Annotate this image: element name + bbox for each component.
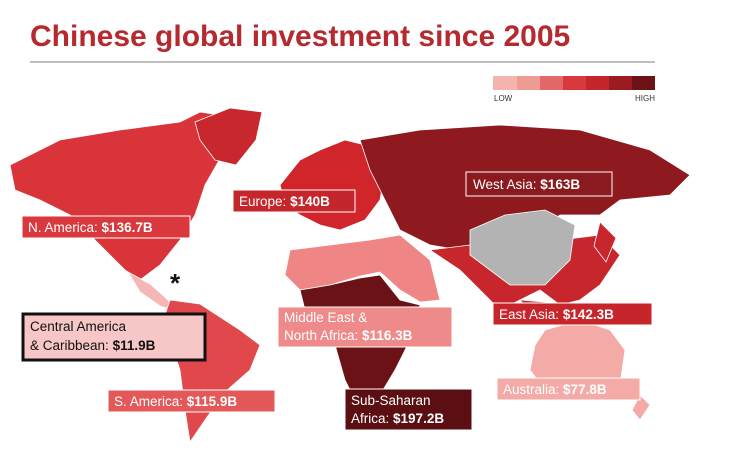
region-label: Central America & Caribbean: $11.9B <box>21 312 207 362</box>
region-label: Sub-Saharan Africa: $197.2B <box>344 388 473 431</box>
region-value: $11.9B <box>113 338 156 353</box>
label-box <box>344 388 473 431</box>
label-box <box>277 306 453 348</box>
japan <box>593 221 617 263</box>
label-box <box>21 312 207 362</box>
region-value: $115.9B <box>187 394 238 409</box>
north-america <box>9 111 241 281</box>
region-name: Australia: <box>503 382 559 397</box>
label-text: Europe: $140B <box>239 194 330 209</box>
region-label: East Asia: $142.3B <box>492 302 653 326</box>
label-text: Africa: $197.2B <box>351 411 444 426</box>
region-name: Middle East & <box>284 310 367 325</box>
new-zealand <box>631 394 651 421</box>
label-text: S. America: $115.9B <box>114 394 237 409</box>
region-label: Europe: $140B <box>232 189 356 213</box>
label-box <box>465 171 613 197</box>
label-text: East Asia: $142.3B <box>499 307 614 322</box>
legend-swatch <box>493 76 517 90</box>
region-value: $142.3B <box>563 307 614 322</box>
legend: LOW HIGH <box>493 76 655 103</box>
region-value: $163B <box>540 177 580 192</box>
region-label: N. America: $136.7B <box>21 215 191 239</box>
asterisk: * <box>170 268 181 298</box>
region-value: $116.3B <box>362 328 413 343</box>
label-text: North Africa: $116.3B <box>284 328 413 343</box>
region-value: $197.2B <box>393 411 444 426</box>
region-name: West Asia: <box>473 177 537 192</box>
greenland <box>194 107 263 166</box>
label-box <box>492 302 653 326</box>
label-box <box>107 389 276 413</box>
legend-swatch <box>609 76 632 90</box>
region-name: S. America: <box>114 394 183 409</box>
label-text: N. America: $136.7B <box>28 220 153 235</box>
legend-swatch <box>517 76 540 90</box>
region-name: Europe: <box>239 194 286 209</box>
label-box <box>232 189 356 213</box>
region-name: Africa: <box>351 411 389 426</box>
china <box>469 209 576 286</box>
legend-swatch <box>632 76 655 90</box>
region-label: Middle East & North Africa: $116.3B <box>277 306 453 348</box>
region-value: $77.8B <box>563 382 607 397</box>
label-text: Middle East & <box>284 310 367 325</box>
label-text: Central America <box>30 319 127 334</box>
region-name: North Africa: <box>284 328 358 343</box>
legend-swatch <box>586 76 609 90</box>
region-name: Sub-Saharan <box>351 393 431 408</box>
region-value: $136.7B <box>102 220 153 235</box>
title: Chinese global investment since 2005 <box>30 20 570 53</box>
region-name: N. America: <box>28 220 98 235</box>
region-name: & Caribbean: <box>30 338 109 353</box>
region-label: West Asia: $163B <box>465 171 613 197</box>
region-name: Central America <box>30 319 127 334</box>
region-label: S. America: $115.9B <box>107 389 276 413</box>
region-label: Australia: $77.8B <box>496 377 641 401</box>
label-box <box>21 215 191 239</box>
region-value: $140B <box>290 194 330 209</box>
legend-high: HIGH <box>635 94 655 103</box>
legend-swatch <box>540 76 563 90</box>
label-text: & Caribbean: $11.9B <box>30 338 156 353</box>
label-text: West Asia: $163B <box>473 177 580 192</box>
legend-low: LOW <box>494 94 513 103</box>
label-text: Australia: $77.8B <box>503 382 607 397</box>
label-box <box>496 377 641 401</box>
legend-swatch <box>563 76 586 90</box>
region-name: East Asia: <box>499 307 559 322</box>
label-text: Sub-Saharan <box>351 393 431 408</box>
